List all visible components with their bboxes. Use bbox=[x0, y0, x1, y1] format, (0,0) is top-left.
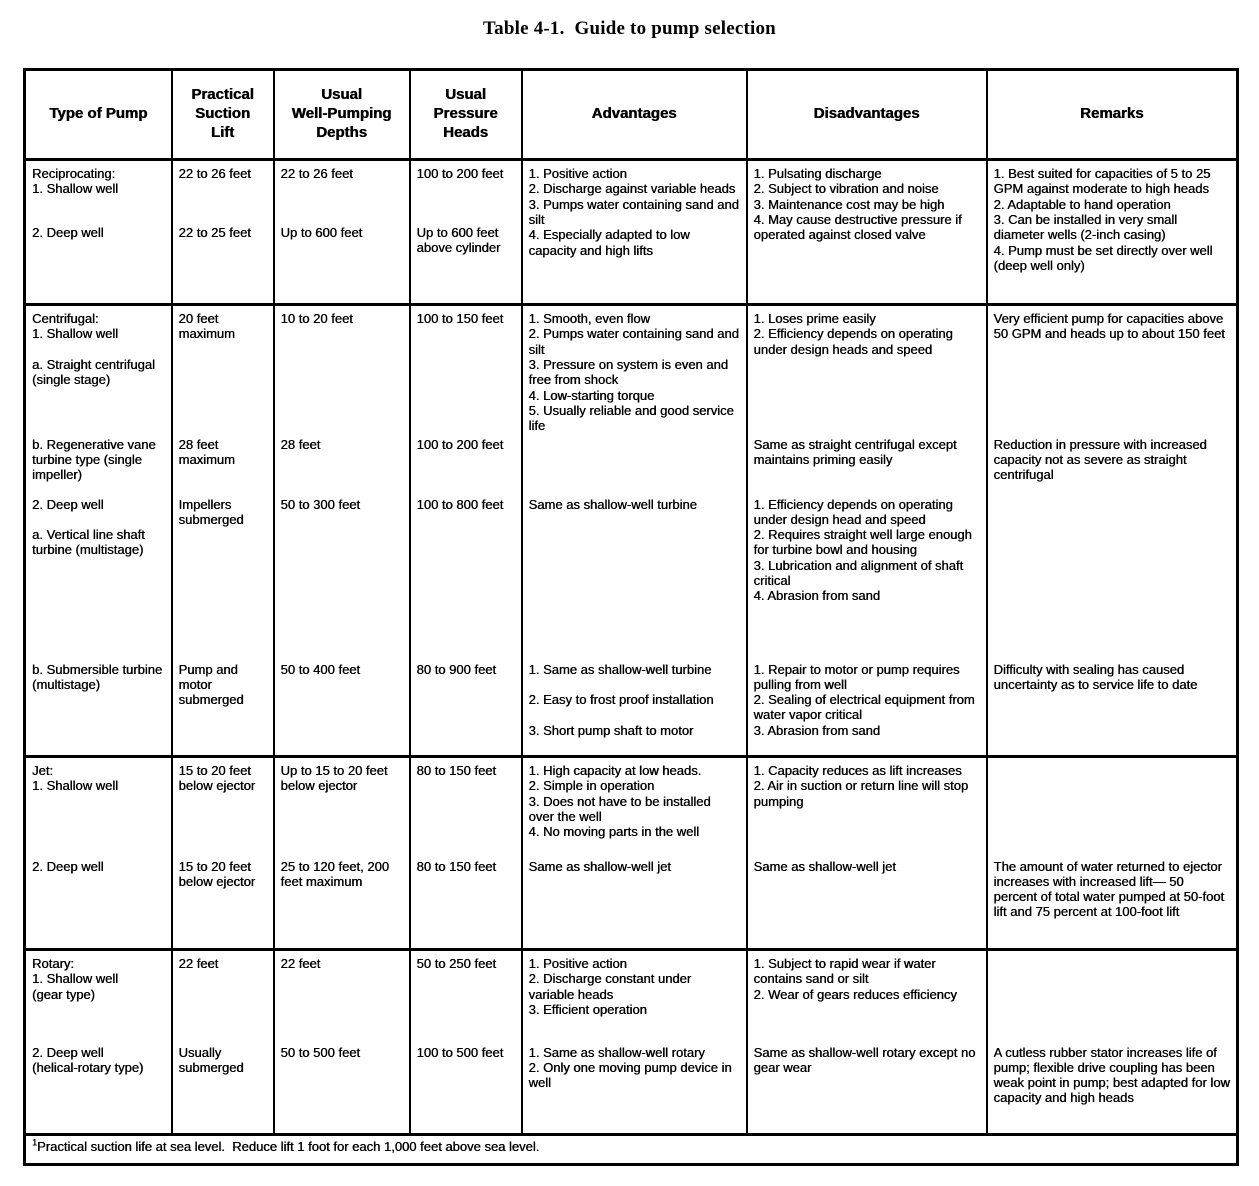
row-centrifugal-vertical-line-shaft: 2. Deep well a. Vertical line shaft turb… bbox=[25, 491, 1238, 657]
cell-remarks bbox=[985, 491, 1238, 657]
cell-pump-type: 2. Deep well bbox=[32, 224, 104, 240]
cell-suction-lift: 22 to 26 feet bbox=[170, 158, 274, 220]
row-rotary-deep-well: 2. Deep well (helical-rotary type) Usual… bbox=[25, 1039, 1238, 1135]
cell-disadvantages: Same as shallow-well rotary except no ge… bbox=[745, 1039, 987, 1135]
cell-disadvantages: 1. Repair to motor or pump requires pull… bbox=[745, 656, 987, 757]
cell-disadvantages: 1. Loses prime easily 2. Efficiency depe… bbox=[745, 303, 987, 432]
pump-selection-table: Type of Pump Practical Suction Lift Usua… bbox=[23, 68, 1239, 1166]
cell-remarks: A cutless rubber stator increases life o… bbox=[985, 1039, 1238, 1135]
cell-well-depth: 22 feet bbox=[272, 948, 410, 1040]
cell-pressure-head: Up to 600 feet above cylinder bbox=[408, 219, 522, 305]
cell-well-depth: 25 to 120 feet, 200 feet maximum bbox=[272, 853, 410, 950]
cell-advantages: 1. Same as shallow-well rotary 2. Only o… bbox=[520, 1039, 747, 1135]
cell-well-depth: Up to 600 feet bbox=[272, 219, 410, 305]
cell-suction-lift: 22 to 25 feet bbox=[170, 219, 274, 305]
row-centrifugal-shallow-well: Centrifugal: 1. Shallow well a. Straight… bbox=[24, 303, 1238, 492]
cell-advantages: Same as shallow-well turbine bbox=[520, 491, 747, 657]
cell-pressure-head: 80 to 150 feet bbox=[408, 755, 522, 854]
cell-pressure-head: 100 to 200 feet bbox=[408, 431, 522, 492]
cell-suction-lift: 22 feet bbox=[170, 948, 274, 1040]
header-row: Type of Pump Practical Suction Lift Usua… bbox=[24, 69, 1238, 161]
cell-remarks: Reduction in pressure with increased cap… bbox=[985, 431, 1238, 492]
header-practical-suction-lift: Practical Suction Lift bbox=[170, 69, 274, 161]
row-jet-shallow-well: Jet: 1. Shallow well 15 to 20 feet below… bbox=[24, 755, 1238, 854]
cell-remarks: Difficulty with sealing has caused uncer… bbox=[985, 656, 1238, 757]
cell-pump-type: Jet: 1. Shallow well bbox=[24, 755, 172, 854]
cell-pressure-head: 100 to 150 feet bbox=[408, 303, 522, 432]
cell-advantages: 1. Smooth, even flow 2. Pumps water cont… bbox=[520, 303, 747, 492]
cell-pressure-head: 100 to 500 feet bbox=[408, 1039, 522, 1135]
row-reciprocating-deep-well: 2. Deep well 22 to 25 feet Up to 600 fee… bbox=[25, 219, 1238, 305]
cell-well-depth: 10 to 20 feet bbox=[272, 303, 410, 432]
cell-pressure-head: 100 to 200 feet bbox=[408, 158, 522, 220]
row-centrifugal-submersible-turbine: b. Submersible turbine (multistage) Pump… bbox=[25, 656, 1238, 757]
header-remarks: Remarks bbox=[985, 69, 1238, 161]
cell-remarks bbox=[985, 948, 1238, 1040]
header-usual-well-pumping-depths: Usual Well-Pumping Depths bbox=[272, 69, 410, 161]
cell-well-depth: 28 feet bbox=[272, 431, 410, 492]
cell-suction-lift: 15 to 20 feet below ejector bbox=[170, 755, 274, 854]
cell-disadvantages: 1. Subject to rapid wear if water contai… bbox=[745, 948, 987, 1040]
cell-pump-type: b. Regenerative vane turbine type (singl… bbox=[32, 436, 156, 483]
footnote-row: 1Practical suction life at sea level. Re… bbox=[24, 1133, 1238, 1165]
row-rotary-shallow-well: Rotary: 1. Shallow well (gear type) 22 f… bbox=[24, 948, 1238, 1040]
cell-pressure-head: 100 to 800 feet bbox=[408, 491, 522, 657]
header-usual-pressure-heads: Usual Pressure Heads bbox=[408, 69, 522, 161]
cell-disadvantages: 1. Efficiency depends on operating under… bbox=[745, 491, 987, 657]
cell-pump-type: 2. Deep well bbox=[32, 858, 104, 874]
footnote-text: Practical suction life at sea level. Red… bbox=[37, 1139, 540, 1154]
cell-suction-lift: 28 feet maximum bbox=[170, 431, 274, 492]
cell-well-depth: 22 to 26 feet bbox=[272, 158, 410, 220]
table-title: Table 4-1. Guide to pump selection bbox=[483, 18, 776, 39]
table-footnote: 1Practical suction life at sea level. Re… bbox=[24, 1133, 1238, 1165]
cell-advantages: 1. Positive action 2. Discharge constant… bbox=[520, 948, 747, 1040]
header-type-of-pump: Type of Pump bbox=[24, 69, 172, 161]
cell-remarks: Very efficient pump for capacities above… bbox=[985, 303, 1238, 432]
cell-advantages: Same as shallow-well jet bbox=[520, 853, 747, 950]
cell-well-depth: 50 to 500 feet bbox=[272, 1039, 410, 1135]
cell-advantages: 1. High capacity at low heads. 2. Simple… bbox=[520, 755, 747, 854]
cell-pump-type: 2. Deep well (helical-rotary type) bbox=[32, 1044, 144, 1075]
cell-suction-lift: 15 to 20 feet below ejector bbox=[170, 853, 274, 950]
row-jet-deep-well: 2. Deep well 15 to 20 feet below ejector… bbox=[25, 853, 1238, 950]
cell-pump-type: Rotary: 1. Shallow well (gear type) bbox=[24, 948, 172, 1040]
cell-disadvantages: Same as straight centrifugal except main… bbox=[745, 431, 987, 492]
cell-pump-type: Centrifugal: 1. Shallow well a. Straight… bbox=[24, 303, 172, 432]
cell-suction-lift: Impellers submerged bbox=[170, 491, 274, 657]
cell-pressure-head: 50 to 250 feet bbox=[408, 948, 522, 1040]
cell-suction-lift: Usually submerged bbox=[170, 1039, 274, 1135]
cell-remarks: The amount of water returned to ejector … bbox=[985, 853, 1238, 950]
cell-pump-type: 2. Deep well a. Vertical line shaft turb… bbox=[32, 496, 145, 558]
cell-disadvantages: Same as shallow-well jet bbox=[745, 853, 987, 950]
cell-pump-type: Reciprocating: 1. Shallow well bbox=[24, 158, 172, 220]
cell-remarks bbox=[985, 755, 1238, 854]
footnote-marker: 1 bbox=[32, 1137, 38, 1148]
row-reciprocating-shallow-well: Reciprocating: 1. Shallow well 22 to 26 … bbox=[24, 158, 1238, 305]
cell-well-depth: Up to 15 to 20 feet below ejector bbox=[272, 755, 410, 854]
cell-well-depth: 50 to 300 feet bbox=[272, 491, 410, 657]
cell-suction-lift: Pump and motor submerged bbox=[170, 656, 274, 757]
cell-advantages: 1. Same as shallow-well turbine 2. Easy … bbox=[520, 656, 747, 757]
header-advantages: Advantages bbox=[520, 69, 747, 161]
cell-disadvantages: 1. Pulsating discharge 2. Subject to vib… bbox=[745, 158, 987, 305]
cell-disadvantages: 1. Capacity reduces as lift increases 2.… bbox=[745, 755, 987, 854]
cell-pressure-head: 80 to 900 feet bbox=[408, 656, 522, 757]
cell-suction-lift: 20 feet maximum bbox=[170, 303, 274, 432]
cell-well-depth: 50 to 400 feet bbox=[272, 656, 410, 757]
cell-advantages: 1. Positive action 2. Discharge against … bbox=[520, 158, 747, 305]
cell-remarks: 1. Best suited for capacities of 5 to 25… bbox=[985, 158, 1238, 305]
row-centrifugal-regenerative-vane: b. Regenerative vane turbine type (singl… bbox=[25, 431, 1238, 492]
header-disadvantages: Disadvantages bbox=[745, 69, 987, 161]
cell-pump-type: b. Submersible turbine (multistage) bbox=[32, 661, 163, 692]
cell-pressure-head: 80 to 150 feet bbox=[408, 853, 522, 950]
